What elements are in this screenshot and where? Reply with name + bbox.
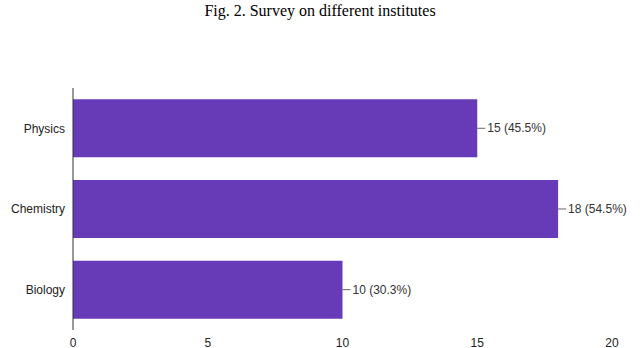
svg-text:Physics: Physics: [24, 122, 65, 136]
svg-text:10 (30.3%): 10 (30.3%): [353, 283, 412, 297]
svg-text:Chemistry: Chemistry: [11, 202, 65, 216]
svg-text:0: 0: [70, 336, 77, 348]
svg-text:Biology: Biology: [26, 283, 65, 297]
html-text:Fig. 2. Survey on different in: Fig. 2. Survey on different institutes: [204, 2, 436, 19]
svg-text:5: 5: [204, 336, 211, 348]
svg-text:15: 15: [471, 336, 485, 348]
svg-text:10: 10: [336, 336, 350, 348]
svg-text:20: 20: [605, 336, 619, 348]
svg-text:15 (45.5%): 15 (45.5%): [487, 121, 546, 135]
svg-text:18 (54.5%): 18 (54.5%): [568, 202, 627, 216]
